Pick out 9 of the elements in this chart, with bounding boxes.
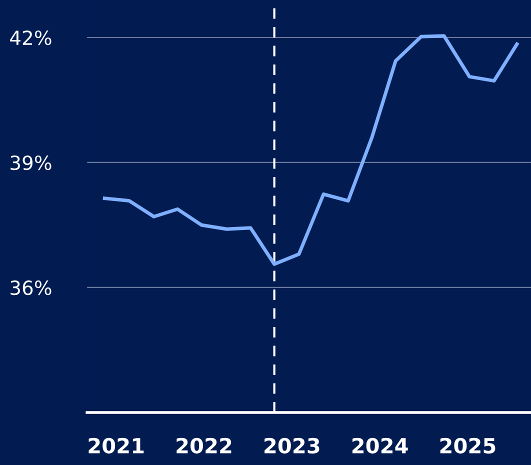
x-tick-label: 2021 — [88, 438, 144, 454]
y-tick-label: 42% — [10, 30, 52, 46]
x-tick-label: 2024 — [352, 438, 408, 454]
x-tick-label: 2025 — [440, 438, 496, 454]
x-tick-label: 2023 — [264, 438, 320, 454]
line-series — [102, 34, 519, 266]
y-tick-label: 36% — [10, 280, 52, 296]
y-tick-label: 39% — [10, 155, 52, 170]
x-tick-label: 2022 — [176, 438, 232, 454]
